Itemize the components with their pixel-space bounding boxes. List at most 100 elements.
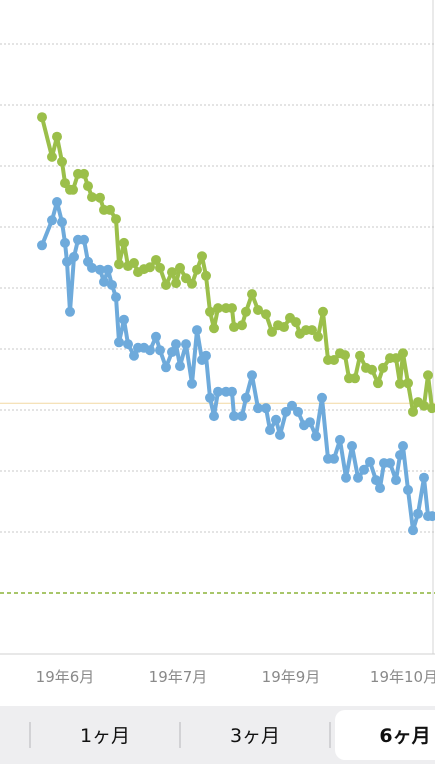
data-point	[427, 403, 435, 414]
data-point	[57, 156, 67, 167]
data-point	[151, 254, 161, 265]
data-point	[267, 326, 277, 337]
plot-area: 19年6月 19年7月 19年9月 19年10月	[0, 43, 435, 686]
data-point	[318, 306, 328, 317]
data-point	[87, 192, 97, 203]
data-point	[105, 204, 115, 215]
data-point	[385, 458, 395, 469]
data-point	[391, 353, 401, 364]
data-point	[167, 347, 177, 358]
tab-selected-bg	[335, 710, 435, 760]
data-point	[197, 251, 207, 262]
data-point	[398, 440, 408, 451]
tab-label[interactable]: 3ヶ月	[230, 725, 280, 747]
data-point	[79, 168, 89, 179]
data-point	[201, 350, 211, 361]
data-point	[419, 400, 429, 411]
data-point	[171, 278, 181, 289]
data-point	[253, 403, 263, 414]
data-point	[391, 475, 401, 486]
data-point	[307, 325, 317, 336]
data-point	[261, 309, 271, 320]
data-point	[261, 403, 271, 414]
data-point	[227, 386, 237, 397]
data-point	[275, 430, 285, 441]
data-point	[129, 257, 139, 268]
data-point	[83, 181, 93, 192]
data-point	[37, 240, 47, 251]
data-point	[187, 378, 197, 389]
data-point	[329, 354, 339, 365]
data-point	[287, 400, 297, 411]
data-point	[281, 406, 291, 417]
data-point	[413, 508, 423, 519]
data-point	[37, 112, 47, 123]
data-point	[395, 450, 405, 461]
data-point	[111, 214, 121, 225]
data-point	[175, 262, 185, 273]
data-point	[313, 331, 323, 342]
data-point	[119, 237, 129, 248]
data-point	[427, 511, 435, 522]
data-point	[265, 425, 275, 436]
data-point	[213, 303, 223, 314]
data-point	[209, 411, 219, 422]
data-point	[293, 406, 303, 417]
tabs: 1ヶ月 3ヶ月 6ヶ月	[29, 710, 435, 760]
data-point	[398, 348, 408, 359]
data-point	[123, 339, 133, 350]
data-point	[355, 350, 365, 361]
data-point	[408, 406, 418, 417]
data-point	[68, 184, 78, 195]
data-point	[375, 483, 385, 494]
tab-label[interactable]: 6ヶ月	[379, 725, 430, 747]
data-point	[227, 303, 237, 314]
data-point	[213, 386, 223, 397]
data-point	[229, 322, 239, 333]
x-tick-label: 19年6月	[36, 668, 95, 686]
data-point	[317, 392, 327, 403]
data-point	[229, 411, 239, 422]
data-point	[419, 472, 429, 483]
data-point	[403, 484, 413, 495]
data-point	[52, 131, 62, 142]
data-point	[87, 262, 97, 273]
data-point	[192, 264, 202, 275]
data-point	[95, 264, 105, 275]
data-point	[114, 259, 124, 270]
data-point	[353, 472, 363, 483]
data-point	[181, 339, 191, 350]
data-point	[237, 411, 247, 422]
data-point	[111, 292, 121, 303]
data-point	[423, 370, 433, 381]
data-point	[155, 262, 165, 273]
data-point	[403, 378, 413, 389]
data-point	[209, 323, 219, 334]
data-point	[151, 331, 161, 342]
data-point	[129, 350, 139, 361]
data-point	[57, 217, 67, 228]
data-point	[311, 431, 321, 442]
data-point	[79, 234, 89, 245]
data-point	[373, 378, 383, 389]
tab-label[interactable]: 1ヶ月	[80, 725, 130, 747]
data-point	[341, 472, 351, 483]
data-point	[365, 456, 375, 467]
data-point	[347, 440, 357, 451]
data-point	[335, 434, 345, 445]
data-point	[145, 345, 155, 356]
data-point	[271, 414, 281, 425]
data-point	[241, 392, 251, 403]
data-point	[114, 337, 124, 348]
data-point	[69, 251, 79, 262]
data-point	[119, 314, 129, 325]
data-point	[145, 262, 155, 273]
data-point	[99, 276, 109, 287]
data-point	[167, 267, 177, 278]
data-point	[247, 289, 257, 300]
data-point	[395, 378, 405, 389]
x-tick-label: 19年7月	[149, 668, 208, 686]
data-point	[378, 362, 388, 373]
